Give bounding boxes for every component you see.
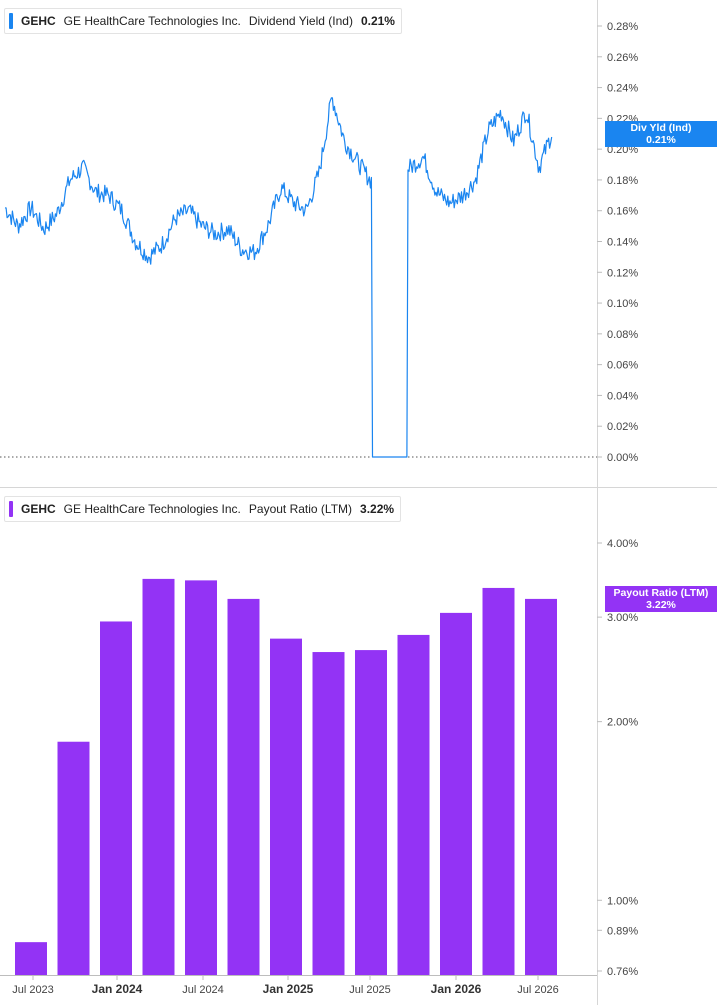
yield-ytick-label: 0.24% [607,83,638,95]
payout-legend-metric: Payout Ratio (LTM) [248,502,353,516]
x-tick-label: Jan 2026 [431,982,482,996]
x-tick-label: Jan 2024 [92,982,143,996]
payout-bar [100,621,132,975]
payout-legend-ticker: GEHC [21,502,56,516]
payout-bar [15,942,47,975]
payout-bar [312,652,345,975]
yield-ytick-label: 0.10% [607,298,638,310]
yield-ytick-label: 0.20% [607,144,638,156]
x-tick-label: Jan 2025 [263,982,314,996]
payout-ytick-label: 3.00% [607,612,638,624]
x-tick-label: Jul 2023 [12,984,54,996]
x-tick-label: Jul 2026 [517,984,559,996]
yield-ytick-label: 0.16% [607,206,638,218]
payout-ytick-label: 2.00% [607,717,638,729]
yield-price-badge: Div Yld (Ind) 0.21% [605,121,717,147]
yield-badge-label: Div Yld (Ind) [630,122,692,134]
yield-ytick-label: 0.28% [607,21,638,33]
yield-ytick-label: 0.04% [607,390,638,402]
payout-legend-value: 3.22% [360,502,395,516]
yield-series-line [4,97,553,458]
payout-bar [397,634,430,975]
x-tick-label: Jul 2024 [182,984,224,996]
yield-ytick-label: 0.18% [607,175,638,187]
payout-badge-value: 3.22% [646,599,676,611]
payout-bar [142,578,175,975]
yield-ytick-label: 0.26% [607,52,638,64]
yield-ytick-label: 0.14% [607,237,638,249]
yield-ytick-label: 0.08% [607,329,638,341]
payout-bar [525,598,557,975]
yield-badge-value: 0.21% [646,134,676,146]
payout-bar [482,587,515,975]
yield-ytick-label: 0.02% [607,421,638,433]
yield-legend-swatch [9,13,13,29]
payout-legend-company: GE HealthCare Technologies Inc. [63,502,241,516]
payout-bar [440,612,472,975]
yield-ytick-label: 0.06% [607,360,638,372]
payout-price-badge: Payout Ratio (LTM) 3.22% [605,586,717,612]
yield-ytick-label: 0.12% [607,267,638,279]
payout-bar [57,741,90,975]
payout-bar [270,638,302,975]
payout-badge-label: Payout Ratio (LTM) [613,587,709,599]
payout-ytick-label: 1.00% [607,895,638,907]
yield-legend-metric: Dividend Yield (Ind) [248,14,353,28]
yield-legend-ticker: GEHC [21,14,56,28]
yield-legend-value: 0.21% [360,14,395,28]
payout-legend: GEHC GE HealthCare Technologies Inc. Pay… [4,496,402,522]
payout-ytick-label: 4.00% [607,538,638,550]
payout-bar [355,650,387,975]
yield-legend-company: GE HealthCare Technologies Inc. [63,14,241,28]
payout-bar [227,598,260,975]
yield-legend: GEHC GE HealthCare Technologies Inc. Div… [4,8,402,34]
payout-ytick-label: 0.76% [607,966,638,978]
payout-ytick-label: 0.89% [607,925,638,937]
x-tick-label: Jul 2025 [349,984,391,996]
payout-legend-swatch [9,501,13,517]
payout-bar [185,580,217,975]
yield-ytick-label: 0.00% [607,452,638,464]
